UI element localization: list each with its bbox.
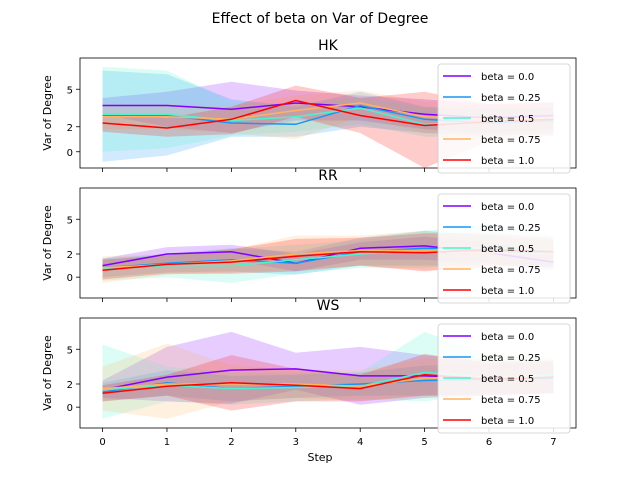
legend-entry: beta = 0.25: [481, 223, 541, 234]
legend-entry: beta = 0.5: [481, 374, 534, 385]
x-tick-label: 0: [99, 437, 105, 448]
subplot-title: RR: [318, 168, 338, 184]
legend-entry: beta = 0.25: [481, 93, 541, 104]
y-tick-label: 2: [67, 250, 73, 261]
legend-entry: beta = 0.0: [481, 202, 534, 213]
legend-entry: beta = 1.0: [481, 416, 534, 427]
y-tick-label: 0: [67, 148, 73, 159]
legend-entry: beta = 0.75: [481, 395, 541, 406]
legend-entry: beta = 0.75: [481, 265, 541, 276]
x-tick-label: 2: [228, 437, 234, 448]
x-tick-label: 7: [550, 437, 556, 448]
y-axis-label: Var of Degree: [41, 335, 54, 411]
y-tick-label: 2: [67, 380, 73, 391]
axes-frame: [79, 187, 577, 299]
legend-entry: beta = 1.0: [481, 156, 534, 167]
legend-entry: beta = 0.0: [481, 72, 534, 83]
y-tick-label: 0: [67, 273, 73, 284]
legend: beta = 0.0 beta = 0.25 beta = 0.5 beta = 0.…: [437, 63, 571, 174]
x-axis-label: Step: [307, 451, 332, 464]
legend-entry: beta = 0.0: [481, 332, 534, 343]
x-tick-label: 4: [357, 437, 363, 448]
y-tick-label: 5: [67, 345, 73, 356]
axes-frame: [79, 57, 577, 169]
subplot-title: WS: [317, 298, 340, 314]
legend-entry: beta = 0.75: [481, 135, 541, 146]
legend-box: [437, 63, 571, 174]
y-tick-label: 5: [67, 85, 73, 96]
y-tick-label: 5: [67, 215, 73, 226]
y-axis-label: Var of Degree: [41, 205, 54, 281]
x-tick-label: 3: [293, 437, 299, 448]
legend-entry: beta = 0.25: [481, 353, 541, 364]
y-axis-label: Var of Degree: [41, 75, 54, 151]
legend: beta = 0.0 beta = 0.25 beta = 0.5 beta = 0.…: [437, 323, 571, 434]
figure-title: Effect of beta on Var of Degree: [212, 11, 429, 27]
x-tick-label: 5: [421, 437, 427, 448]
x-tick-label: 6: [486, 437, 492, 448]
legend: beta = 0.0 beta = 0.25 beta = 0.5 beta = 0.…: [437, 193, 571, 304]
band-1: [102, 70, 554, 162]
legend-entry: beta = 0.5: [481, 114, 534, 125]
legend-box: [437, 193, 571, 304]
legend-entry: beta = 1.0: [481, 286, 534, 297]
y-tick-label: 2: [67, 123, 73, 134]
legend-box: [437, 323, 571, 434]
x-tick-label: 1: [164, 437, 170, 448]
legend-entry: beta = 0.5: [481, 244, 534, 255]
subplot-title: HK: [318, 38, 339, 54]
y-tick-label: 0: [67, 403, 73, 414]
axes-frame: [79, 317, 577, 429]
